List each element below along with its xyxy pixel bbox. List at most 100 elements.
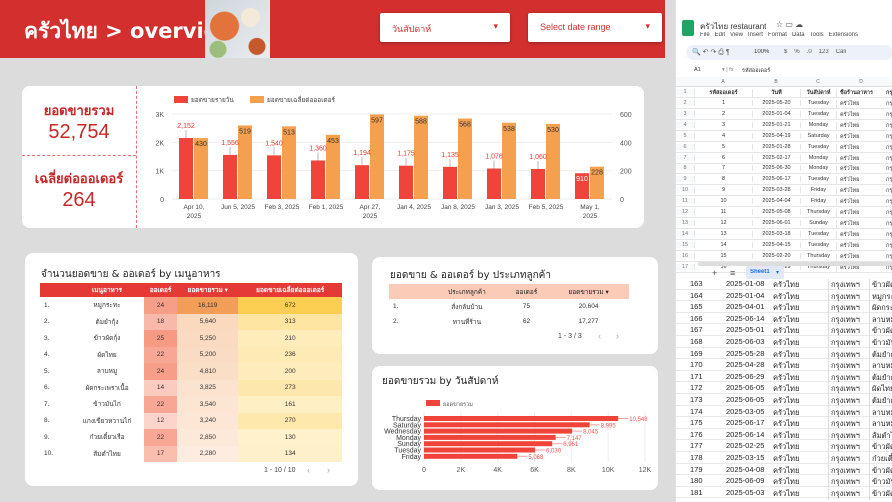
- cell[interactable]: ข้าวผัด: [869, 487, 892, 500]
- cell[interactable]: ข้าวผัด: [869, 279, 892, 291]
- cell[interactable]: ครัวไทย: [773, 396, 800, 405]
- chevron-left-icon[interactable]: ‹: [307, 465, 310, 475]
- cell[interactable]: 2025-04-28: [726, 360, 765, 370]
- cell[interactable]: ครัวไทย: [773, 488, 800, 498]
- cell[interactable]: กรุงเทพฯ: [828, 383, 868, 396]
- cell[interactable]: 3: [694, 121, 752, 128]
- cell[interactable]: ครัวไทย: [773, 384, 800, 394]
- cell[interactable]: 168: [690, 337, 703, 346]
- column-letter[interactable]: A: [721, 79, 725, 85]
- column-header-2[interactable]: ยอดขายรวม ▾: [568, 288, 609, 296]
- row-number[interactable]: 11: [676, 198, 694, 205]
- cell[interactable]: 2025-06-17: [726, 418, 765, 428]
- row-number[interactable]: 15: [676, 241, 694, 248]
- cell[interactable]: 2025-01-04: [752, 110, 800, 117]
- cell[interactable]: กรุง: [886, 253, 892, 260]
- column-letter[interactable]: C: [816, 79, 820, 85]
- cell[interactable]: ข้าวผัด: [869, 464, 892, 477]
- cell[interactable]: ครัวไทย: [836, 154, 886, 163]
- add-sheet-icon[interactable]: +: [712, 268, 718, 278]
- cell[interactable]: กรุง: [886, 111, 892, 118]
- cell[interactable]: 173: [690, 395, 703, 404]
- toolbar-icons[interactable]: 🔍 ↶ ↷ ⎙ ¶: [692, 49, 730, 56]
- cell[interactable]: 9: [694, 187, 752, 194]
- cell[interactable]: 2025-04-08: [726, 464, 765, 474]
- cell[interactable]: กรุง: [886, 166, 892, 173]
- cell[interactable]: 163: [690, 279, 703, 288]
- cell[interactable]: 166: [690, 313, 703, 323]
- cell[interactable]: กรุง: [886, 122, 892, 129]
- cell[interactable]: ครัวไทย: [836, 143, 886, 152]
- cell[interactable]: กรุงเทพฯ: [828, 453, 868, 465]
- horizontal-scrollbar[interactable]: [698, 262, 892, 266]
- zoom-select[interactable]: 100%: [754, 49, 770, 55]
- cell[interactable]: ครัวไทย: [773, 430, 800, 440]
- cell[interactable]: กรุงเทพฯ: [828, 406, 868, 419]
- cell[interactable]: 1: [694, 100, 752, 106]
- cell[interactable]: 169: [690, 348, 703, 358]
- column-letter[interactable]: B: [774, 79, 778, 85]
- cell[interactable]: ต้มยำกุ้: [869, 395, 892, 407]
- all-sheets-icon[interactable]: ≡: [730, 268, 736, 278]
- cell[interactable]: ครัวไทย: [773, 442, 800, 452]
- cell[interactable]: 2025-03-15: [726, 453, 765, 462]
- cell[interactable]: กรุง: [886, 90, 892, 96]
- cell[interactable]: 2025-04-01: [726, 302, 765, 312]
- cell[interactable]: 177: [690, 441, 703, 451]
- row-number[interactable]: 4: [676, 121, 694, 128]
- cell[interactable]: 5: [694, 143, 752, 150]
- cell[interactable]: 180: [690, 476, 703, 486]
- cell[interactable]: กรุง: [886, 177, 892, 184]
- cell[interactable]: 8: [694, 176, 752, 183]
- cell[interactable]: ครัวไทย: [773, 419, 800, 429]
- cell[interactable]: Tuesday: [800, 143, 836, 150]
- cell[interactable]: 13: [694, 230, 752, 237]
- cell[interactable]: 2025-06-14: [726, 313, 765, 323]
- cell[interactable]: 167: [690, 325, 703, 335]
- weekday-filter-dropdown[interactable]: วันสัปดาห์ ▾: [380, 13, 510, 42]
- cell[interactable]: 4: [694, 132, 752, 139]
- cell[interactable]: 2025-02-17: [752, 154, 800, 161]
- menu-view[interactable]: View: [730, 32, 743, 38]
- cell[interactable]: ครัวไทย: [836, 121, 886, 130]
- cell[interactable]: กรุงเทพฯ: [828, 429, 868, 442]
- cell[interactable]: ครัวไทย: [773, 291, 800, 301]
- cell[interactable]: กรุง: [886, 199, 892, 206]
- cell[interactable]: 2025-06-01: [752, 219, 800, 226]
- toolbar-button[interactable]: Cali: [835, 49, 847, 55]
- cell[interactable]: 175: [690, 418, 703, 428]
- cell[interactable]: 6: [694, 154, 752, 161]
- cell[interactable]: ผัดไทย: [869, 383, 892, 396]
- cell[interactable]: ข้าวมันไ: [869, 337, 892, 349]
- cell[interactable]: 2025-03-18: [752, 230, 800, 237]
- cell[interactable]: 14: [694, 241, 752, 248]
- toolbar-button[interactable]: %: [794, 49, 800, 55]
- cell[interactable]: กรุง: [886, 155, 892, 162]
- cell[interactable]: กรุงเทพฯ: [828, 325, 868, 338]
- cell[interactable]: ลาบหมู: [869, 406, 892, 419]
- cell[interactable]: ครัวไทย: [836, 219, 886, 228]
- menu-extensions[interactable]: Extensions: [828, 32, 859, 38]
- cell[interactable]: 2: [694, 110, 752, 117]
- sheet-title[interactable]: ครัวไทย restaurant: [700, 22, 767, 31]
- cell[interactable]: Tuesday: [800, 100, 836, 106]
- cell[interactable]: ครัวไทย: [836, 100, 886, 108]
- cell[interactable]: ครัวไทย: [773, 314, 800, 324]
- menu-format[interactable]: Format: [767, 32, 787, 38]
- cell[interactable]: ครัวไทย: [836, 209, 886, 217]
- cell[interactable]: 2025-02-20: [752, 252, 800, 259]
- cell[interactable]: 164: [690, 290, 703, 300]
- cell[interactable]: ครัวไทย: [773, 454, 800, 463]
- cell[interactable]: ลาบหมู: [869, 360, 892, 373]
- cell[interactable]: 165: [690, 302, 703, 312]
- cell[interactable]: กรุงเทพฯ: [828, 337, 868, 349]
- cell[interactable]: 15: [694, 252, 752, 259]
- cell[interactable]: ข้าวผัด: [869, 441, 892, 454]
- chevron-right-icon[interactable]: ›: [327, 465, 330, 475]
- cell[interactable]: 2025-06-03: [726, 337, 765, 346]
- row-number[interactable]: 8: [676, 165, 694, 172]
- cell[interactable]: 2025-03-28: [752, 187, 800, 194]
- cell[interactable]: 2025-03-05: [726, 406, 765, 416]
- column-header-1[interactable]: ออเดอร์: [515, 288, 538, 296]
- cell[interactable]: Tuesday: [800, 110, 836, 117]
